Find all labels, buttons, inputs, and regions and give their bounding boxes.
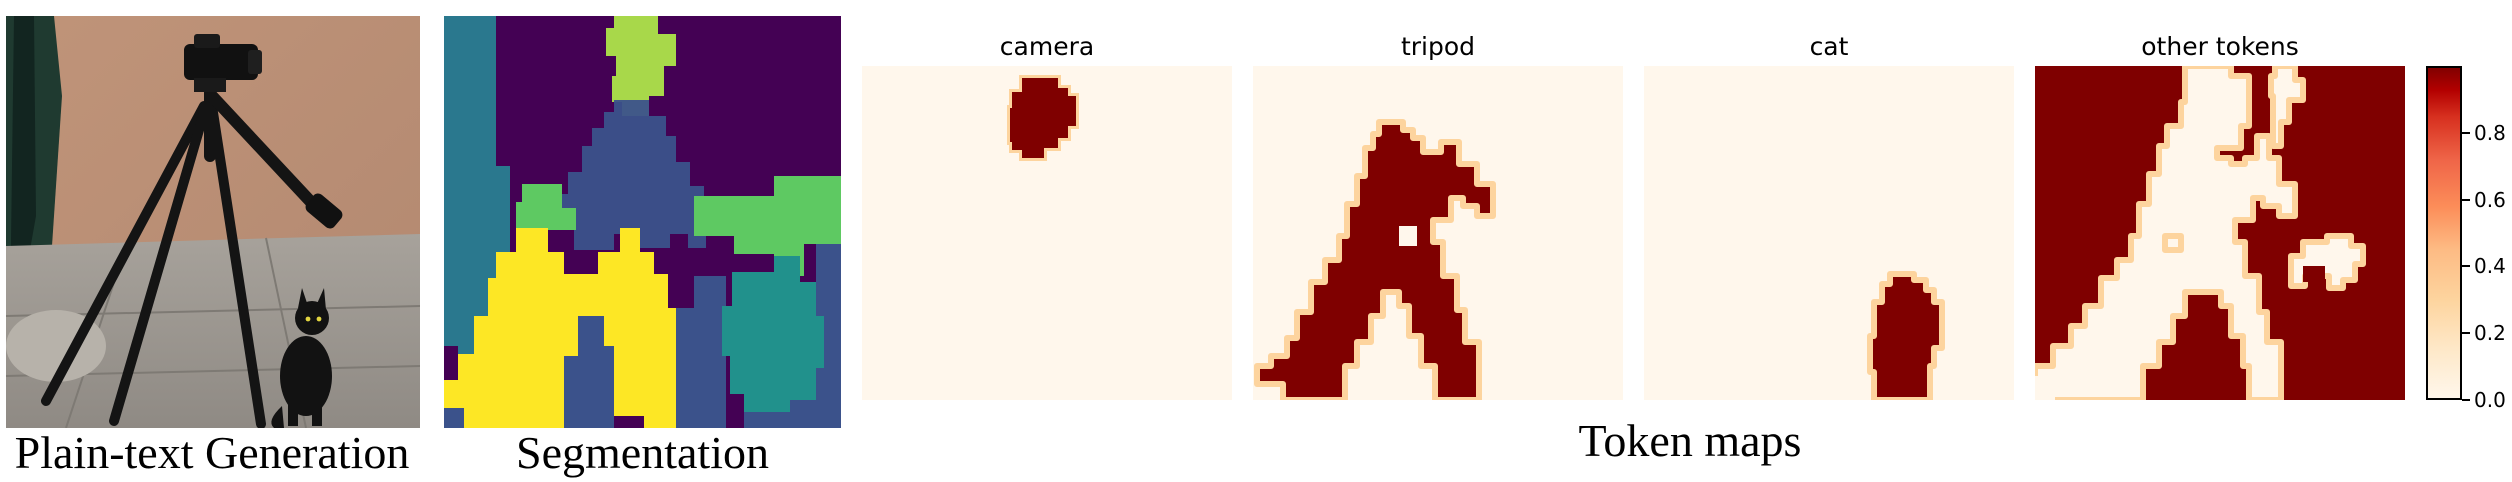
token-map-title-camera: camera bbox=[999, 32, 1095, 61]
token-map-cat bbox=[1644, 66, 2014, 400]
colorbar-tick-mark bbox=[2462, 131, 2470, 134]
colorbar-tick-label: 0.2 bbox=[2474, 321, 2506, 346]
colorbar-tick-label: 0.8 bbox=[2474, 120, 2506, 145]
colorbar-tick-label: 0.4 bbox=[2474, 254, 2506, 279]
colorbar-gradient bbox=[2426, 66, 2462, 400]
token-map-title-cat: cat bbox=[1809, 32, 1849, 61]
colorbar-tick-mark bbox=[2462, 265, 2470, 268]
colorbar-tick-mark bbox=[2462, 399, 2470, 401]
token-map-title-tripod: tripod bbox=[1400, 32, 1476, 61]
colorbar-tick-mark bbox=[2462, 198, 2470, 201]
generated-photo bbox=[6, 16, 420, 428]
token-map-other-tokens-image bbox=[2035, 66, 2405, 400]
token-map-title-other-tokens: other tokens bbox=[2141, 32, 2299, 61]
photo-caption: Plain-text Generation bbox=[14, 427, 410, 478]
token-map-other-tokens bbox=[2035, 66, 2405, 400]
segmentation-panel bbox=[444, 16, 841, 428]
token-map-camera-image bbox=[862, 66, 1232, 400]
segmentation-map bbox=[444, 16, 841, 428]
token-maps-caption: Token maps bbox=[1578, 415, 1802, 466]
token-map-cat-image bbox=[1644, 66, 2014, 400]
token-map-camera bbox=[862, 66, 1232, 400]
colorbar-tick-label: 0.0 bbox=[2474, 388, 2506, 412]
generated-photo-panel bbox=[6, 16, 420, 428]
colorbar-tick-label: 0.6 bbox=[2474, 187, 2506, 212]
colorbar bbox=[2426, 66, 2462, 400]
colorbar-tick-mark bbox=[2462, 332, 2470, 335]
token-map-tripod bbox=[1253, 66, 1623, 400]
token-map-tripod-image bbox=[1253, 66, 1623, 400]
segmentation-caption: Segmentation bbox=[516, 427, 769, 478]
